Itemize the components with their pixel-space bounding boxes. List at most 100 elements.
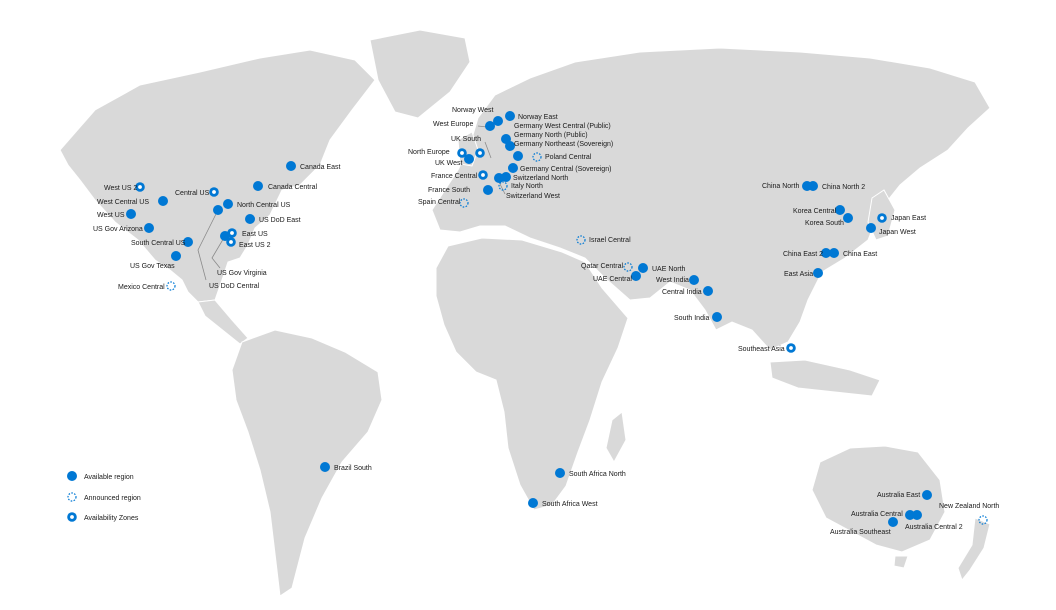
region-label-germany-north-public: Germany North (Public) xyxy=(514,132,588,139)
region-marker-central-us-center xyxy=(212,190,216,194)
region-marker-france-south xyxy=(483,185,493,195)
region-label-us-dod-central: US DoD Central xyxy=(209,283,260,290)
region-label-us-gov-virginia: US Gov Virginia xyxy=(217,270,267,277)
region-label-canada-east: Canada East xyxy=(300,164,341,171)
region-marker-norway-west xyxy=(493,116,503,126)
region-marker-australia-central xyxy=(905,510,915,520)
region-label-germany-northeast-sovereign: Germany Northeast (Sovereign) xyxy=(514,141,613,148)
region-marker-spain-central xyxy=(459,198,469,208)
region-marker-west-europe xyxy=(485,121,495,131)
eurasia-landmass xyxy=(431,47,991,351)
region-label-canada-central: Canada Central xyxy=(268,184,317,191)
leader-lines xyxy=(197,125,506,281)
region-label-new-zealand-north: New Zealand North xyxy=(939,503,999,510)
region-marker-west-us xyxy=(126,209,136,219)
legend-label-available: Available region xyxy=(84,474,134,481)
region-label-china-east: China East xyxy=(843,251,877,258)
region-label-spain-central: Spain Central xyxy=(418,199,461,206)
region-label-uk-west: UK West xyxy=(435,160,463,167)
maritime-asia-landmass xyxy=(769,359,881,397)
region-marker-australia-southeast xyxy=(888,517,898,527)
region-marker-uae-central xyxy=(631,271,641,281)
region-marker-korea-central xyxy=(835,205,845,215)
greenland-landmass xyxy=(369,29,471,119)
legend: Available region Announced region Availabi… xyxy=(67,471,141,522)
region-label-south-africa-north: South Africa North xyxy=(569,471,626,478)
region-marker-south-africa-north xyxy=(555,468,565,478)
region-label-west-india: West India xyxy=(656,277,689,284)
region-marker-us-dod-east xyxy=(245,214,255,224)
region-marker-australia-east xyxy=(922,490,932,500)
region-label-uae-central: UAE Central xyxy=(593,276,632,283)
region-label-france-central: France Central xyxy=(431,173,478,180)
region-label-israel-central: Israel Central xyxy=(589,237,631,244)
region-marker-china-east xyxy=(829,248,839,258)
region-label-east-us-2: East US 2 xyxy=(239,242,271,249)
region-marker-germany-northeast-sovereign xyxy=(513,151,523,161)
region-marker-uk-south-center xyxy=(478,151,482,155)
region-marker-germany-central-sovereign xyxy=(508,163,518,173)
tasmania-landmass xyxy=(893,555,909,569)
region-marker-switzerland-west xyxy=(494,173,504,183)
region-marker-east-asia xyxy=(813,268,823,278)
legend-dashed-circle-icon xyxy=(67,492,77,502)
legend-filled-circle-icon xyxy=(67,471,77,481)
region-label-australia-southeast: Australia Southeast xyxy=(830,529,891,536)
region-marker-israel-central xyxy=(576,235,586,245)
region-marker-west-india xyxy=(689,275,699,285)
region-label-us-gov-texas: US Gov Texas xyxy=(130,263,175,270)
region-marker-us-dod-central xyxy=(213,205,223,215)
central-america-landmass xyxy=(197,299,249,345)
region-marker-west-central-us xyxy=(158,196,168,206)
region-label-china-east-2: China East 2 xyxy=(783,251,823,258)
region-marker-korea-south xyxy=(843,213,853,223)
region-label-korea-central: Korea Central xyxy=(793,208,837,215)
region-marker-china-north-2 xyxy=(808,181,818,191)
leader-line-uk-south xyxy=(484,141,492,159)
region-label-germany-central-sovereign: Germany Central (Sovereign) xyxy=(520,166,611,173)
new-zealand-landmass xyxy=(957,517,991,582)
region-label-france-south: France South xyxy=(428,187,470,194)
africa-landmass xyxy=(435,237,629,511)
north-america-landmass xyxy=(59,49,376,303)
region-marker-central-india xyxy=(703,286,713,296)
region-marker-us-gov-texas xyxy=(171,251,181,261)
australia-landmass xyxy=(811,445,946,553)
leader-line-us-dod-central xyxy=(197,209,219,281)
region-label-west-europe: West Europe xyxy=(433,121,473,128)
region-marker-canada-central xyxy=(253,181,263,191)
region-label-switzerland-north: Switzerland North xyxy=(513,175,568,182)
region-label-south-india: South India xyxy=(674,315,710,322)
region-marker-south-africa-west xyxy=(528,498,538,508)
region-marker-south-central-us xyxy=(183,237,193,247)
region-marker-southeast-asia-center xyxy=(789,346,793,350)
region-marker-australia-central-2 xyxy=(912,510,922,520)
region-label-qatar-central: Qatar Central xyxy=(581,263,623,270)
legend-ring-circle-icon-center xyxy=(70,515,74,519)
region-label-japan-east: Japan East xyxy=(891,215,926,222)
region-marker-uk-west xyxy=(464,154,474,164)
region-labels: West US 2 West Central US West US US Gov Ar… xyxy=(93,107,999,536)
region-marker-us-gov-virginia xyxy=(220,231,230,241)
region-label-switzerland-west: Switzerland West xyxy=(506,193,560,200)
region-marker-japan-east-center xyxy=(880,216,884,220)
region-marker-canada-east xyxy=(286,161,296,171)
region-label-australia-central-2: Australia Central 2 xyxy=(905,524,963,531)
region-label-southeast-asia: Southeast Asia xyxy=(738,346,785,353)
region-label-us-dod-east: US DoD East xyxy=(259,217,301,224)
region-marker-mexico-central xyxy=(166,281,176,291)
region-label-west-us: West US xyxy=(97,212,125,219)
region-label-central-us: Central US xyxy=(175,190,210,197)
region-marker-east-us-2-center xyxy=(229,240,233,244)
region-marker-germany-north-public xyxy=(505,141,515,151)
region-marker-china-east-2 xyxy=(821,248,831,258)
south-america-landmass xyxy=(231,329,383,597)
region-label-japan-west: Japan West xyxy=(879,229,916,236)
region-label-australia-east: Australia East xyxy=(877,492,920,499)
region-label-west-central-us: West Central US xyxy=(97,199,149,206)
region-label-norway-west: Norway West xyxy=(452,107,494,114)
region-label-us-gov-arizona: US Gov Arizona xyxy=(93,226,143,233)
region-label-mexico-central: Mexico Central xyxy=(118,284,165,291)
region-label-south-africa-west: South Africa West xyxy=(542,501,598,508)
region-marker-norway-east xyxy=(505,111,515,121)
